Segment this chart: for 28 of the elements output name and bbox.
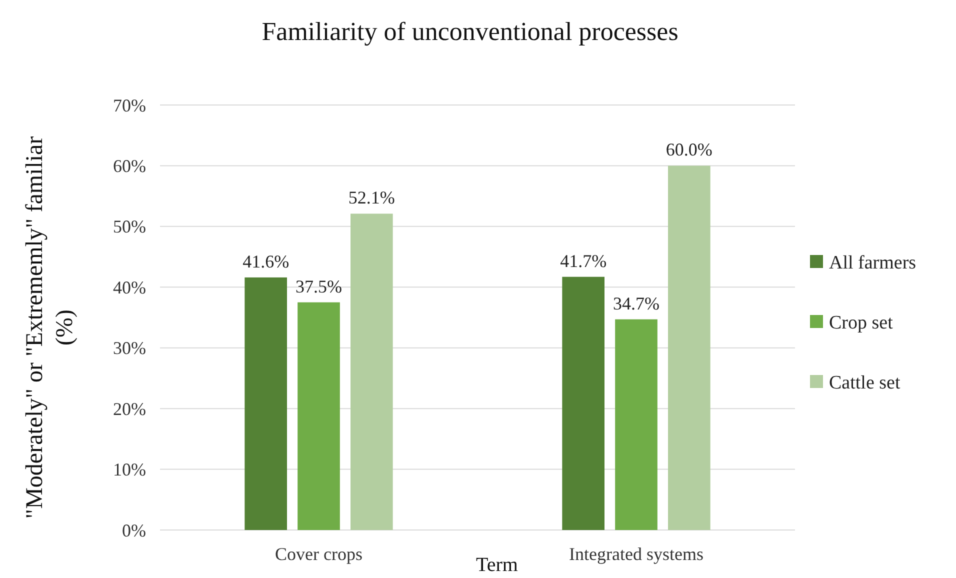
bar xyxy=(298,302,340,530)
y-tick-label: 20% xyxy=(113,398,146,419)
legend-label: Crop set xyxy=(829,312,894,334)
x-axis-title: Term xyxy=(476,554,518,576)
y-tick-label: 70% xyxy=(113,95,146,116)
bar xyxy=(350,214,393,530)
data-label: 60.0% xyxy=(666,140,712,160)
chart-title: Familiarity of unconventional processes xyxy=(262,17,678,46)
y-tick-label: 30% xyxy=(113,338,146,358)
data-label: 37.5% xyxy=(296,276,342,296)
bar xyxy=(244,277,287,530)
data-label: 41.6% xyxy=(242,251,290,272)
data-label: 34.7% xyxy=(613,293,660,314)
legend-label: All farmers xyxy=(829,252,916,274)
y-tick-label: 10% xyxy=(113,460,146,480)
data-label: 41.7% xyxy=(560,250,607,271)
y-tick-label: 40% xyxy=(113,277,146,298)
x-tick-label: Cover crops xyxy=(275,544,362,564)
y-tick-label: 50% xyxy=(113,216,146,237)
y-axis-title: "Moderately" or "Extrememly" familiar (%) xyxy=(22,136,78,519)
y-tick-label: 0% xyxy=(122,520,146,540)
bar xyxy=(562,276,604,530)
y-tick-label: 60% xyxy=(113,156,146,176)
x-tick-label: Integrated systems xyxy=(569,544,704,564)
legend-label: Cattle set xyxy=(829,372,901,394)
data-label: 52.1% xyxy=(348,188,395,208)
bar xyxy=(615,319,658,530)
bar xyxy=(668,166,710,530)
